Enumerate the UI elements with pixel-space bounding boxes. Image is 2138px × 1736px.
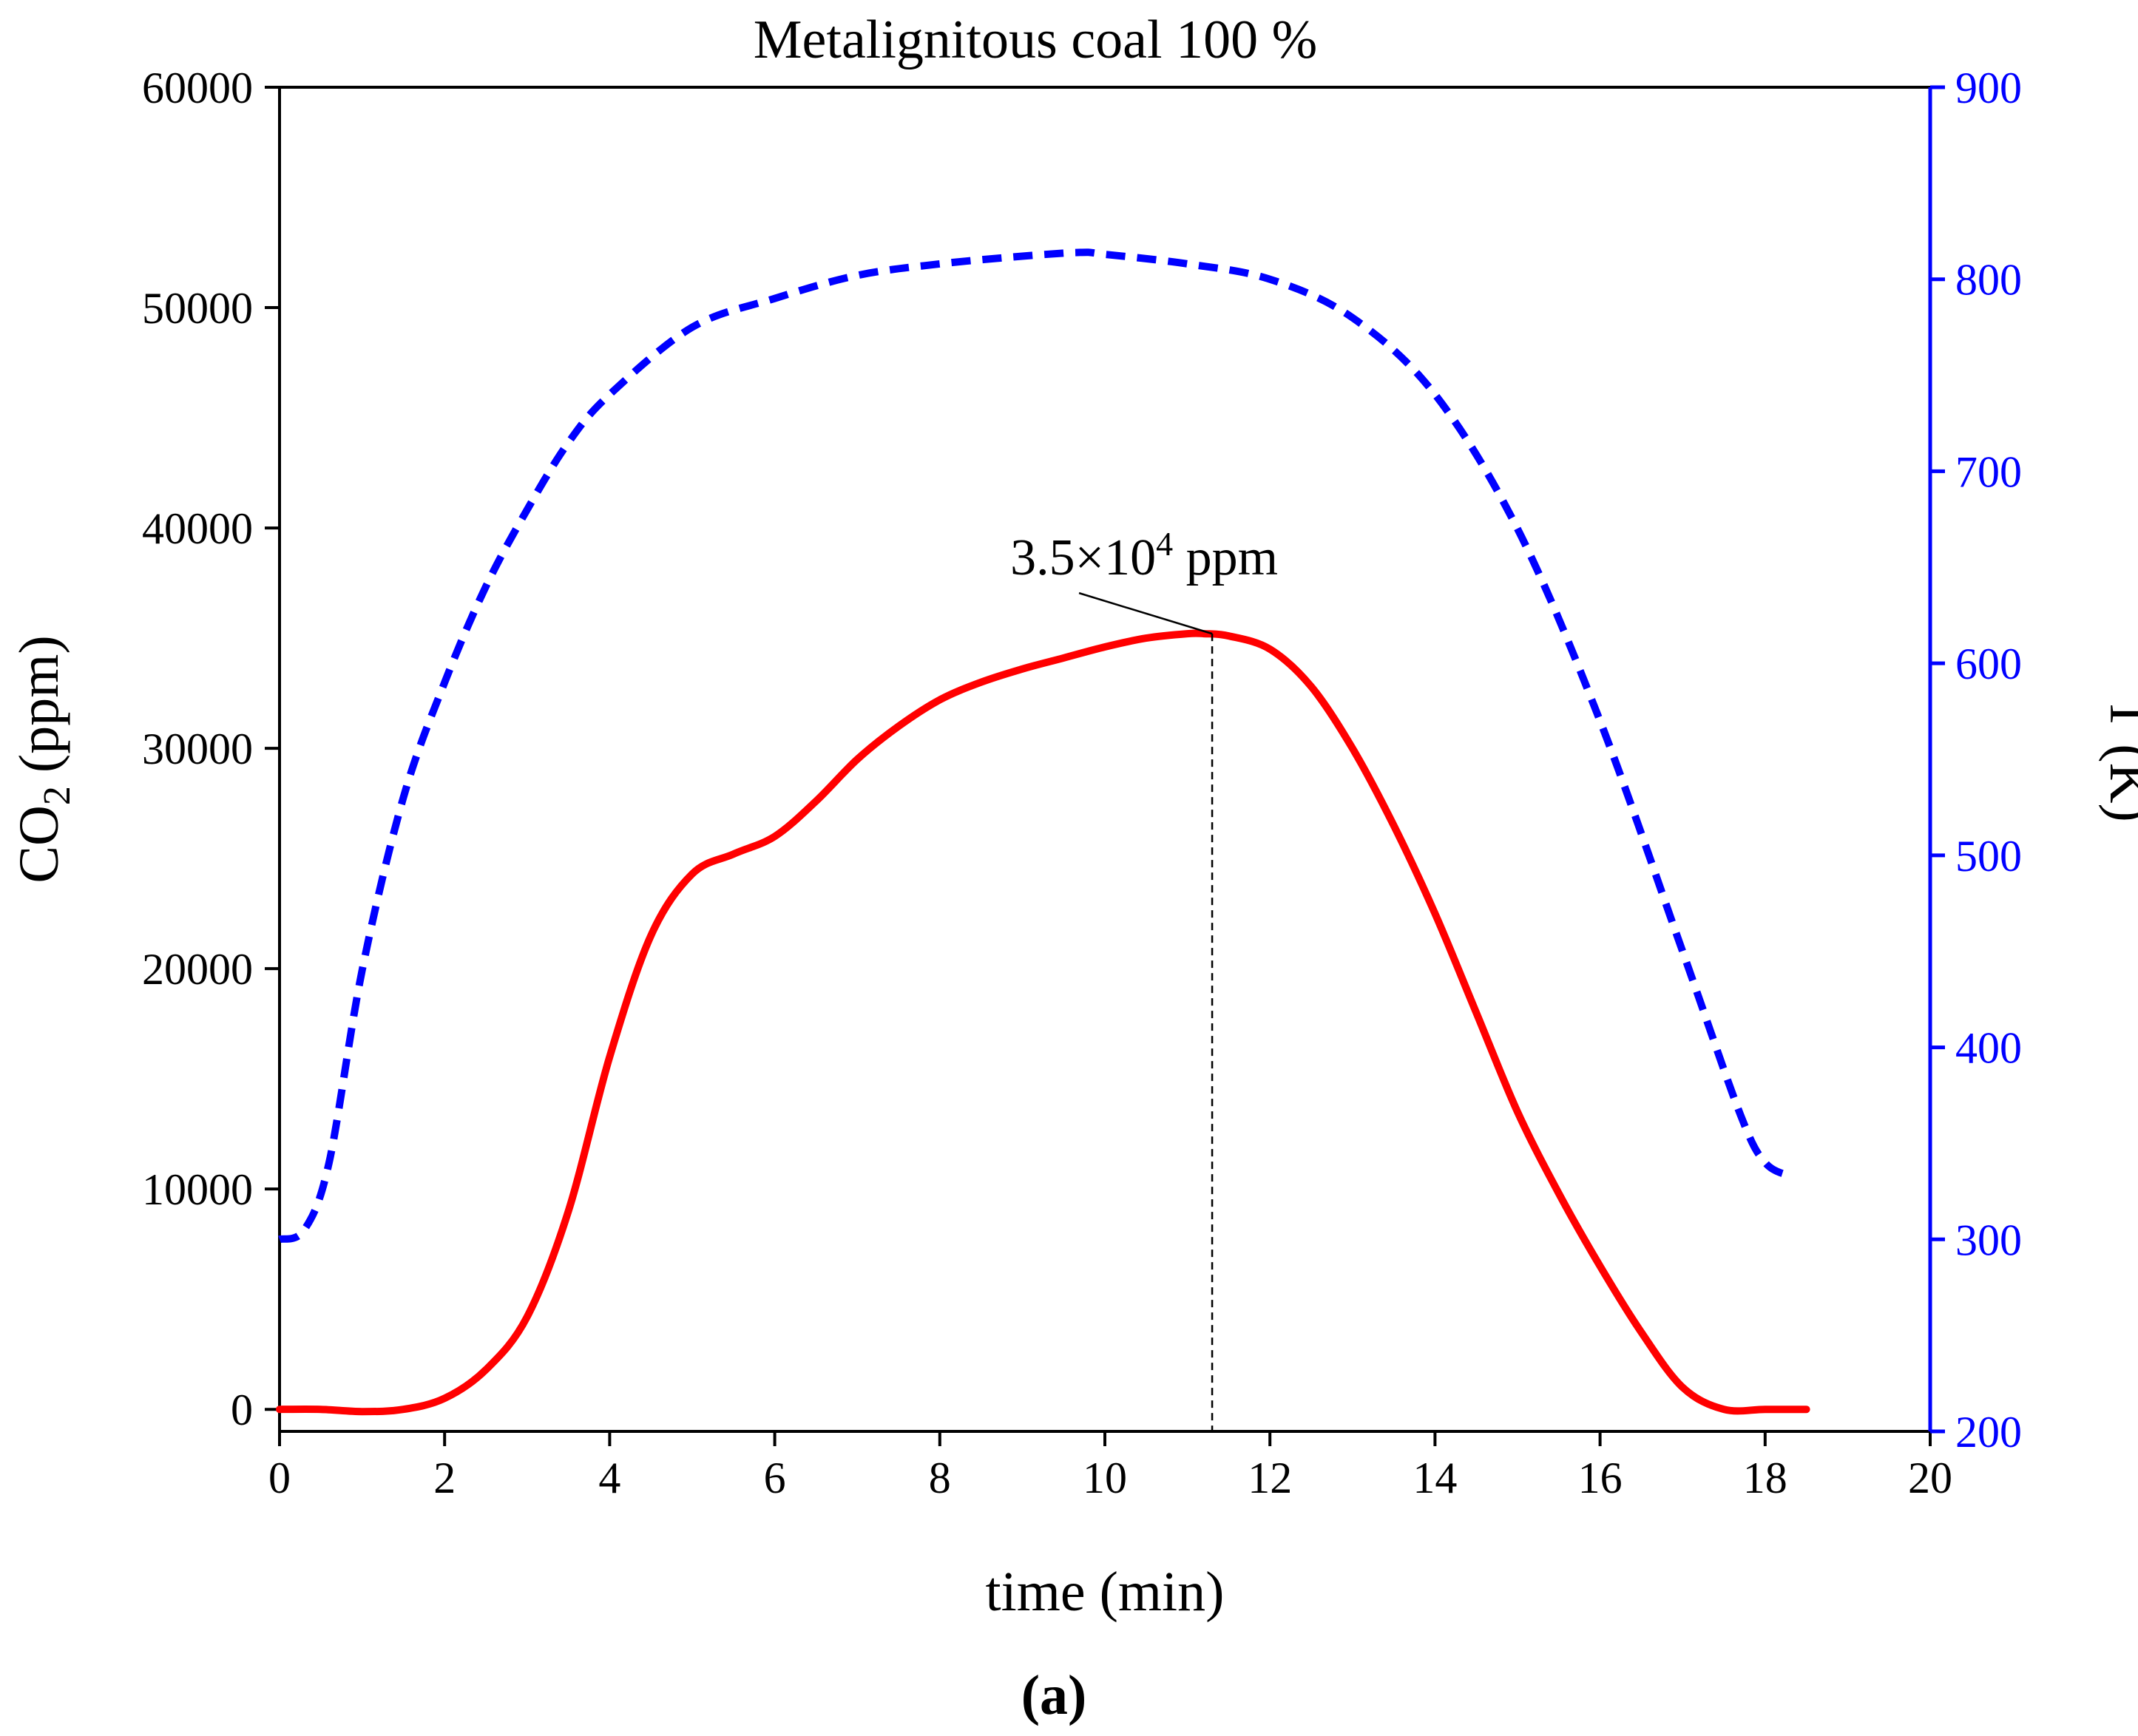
x-axis-label: time (min) — [986, 1561, 1225, 1623]
peak-annotation-exponent: 4 — [1156, 525, 1173, 563]
x-tick-label: 2 — [433, 1454, 456, 1502]
chart-title: Metalignitous coal 100 % — [754, 10, 1317, 70]
y-tick-label: 0 — [231, 1386, 253, 1434]
peak-annotation-unit: ppm — [1173, 529, 1278, 586]
x-tick-label: 14 — [1413, 1454, 1457, 1502]
y-tick-label: 10000 — [142, 1165, 253, 1214]
y-tick-label: 40000 — [142, 504, 253, 553]
series-co2-line — [276, 629, 1810, 1416]
x-tick-label: 0 — [268, 1454, 291, 1502]
y-axis-label-main: CO — [8, 805, 70, 884]
y2-tick-label: 900 — [1955, 64, 2022, 112]
y-tick-label: 50000 — [142, 284, 253, 333]
y2-tick-label: 300 — [1955, 1215, 2022, 1264]
y2-tick-label: 600 — [1955, 640, 2022, 688]
y2-axis-ticks: 200 300 400 500 600 700 800 900 — [1930, 64, 2022, 1457]
x-tick-label: 8 — [929, 1454, 951, 1502]
x-axis-ticks: 0 2 4 6 8 10 12 14 16 18 20 — [268, 1431, 1952, 1502]
peak-annotation-leader — [1078, 591, 1213, 635]
figure-caption: (a) — [1021, 1664, 1087, 1726]
x-tick-label: 12 — [1248, 1454, 1292, 1502]
y2-tick-label: 500 — [1955, 832, 2022, 881]
plot-frame — [278, 86, 1932, 1433]
peak-annotation-main: 3.5×10 — [1010, 529, 1156, 586]
y2-axis-label: T (K) — [2098, 696, 2138, 822]
y2-tick-label: 200 — [1955, 1408, 2022, 1457]
x-tick-label: 10 — [1083, 1454, 1127, 1502]
x-tick-label: 20 — [1908, 1454, 1952, 1502]
peak-annotation-label: 3.5×104 ppm — [1010, 525, 1278, 586]
x-tick-label: 4 — [598, 1454, 620, 1502]
y2-tick-label: 700 — [1955, 447, 2022, 496]
x-tick-label: 18 — [1743, 1454, 1787, 1502]
y-tick-label: 20000 — [142, 945, 253, 994]
y-tick-label: 60000 — [142, 64, 253, 112]
y-axis-label-units: (ppm) — [8, 635, 70, 773]
series-temperature-line — [278, 248, 1792, 1244]
y-axis-ticks: 0 10000 20000 30000 40000 50000 60000 — [142, 64, 280, 1434]
y-tick-label: 30000 — [142, 725, 253, 773]
y2-tick-label: 400 — [1955, 1024, 2022, 1073]
x-tick-label: 16 — [1578, 1454, 1623, 1502]
y2-tick-label: 800 — [1955, 256, 2022, 305]
y-axis-label-subscript: 2 — [36, 786, 78, 805]
y-axis-label: CO2 (ppm) — [8, 635, 78, 883]
x-tick-label: 6 — [764, 1454, 786, 1502]
